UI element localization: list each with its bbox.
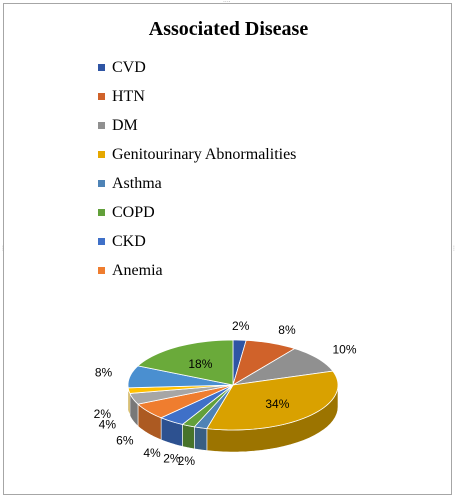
resize-handle-left[interactable]: ⋮ — [0, 245, 6, 252]
pie-percent-label: 4% — [143, 446, 161, 460]
pie-slice — [232, 339, 296, 386]
legend-label: CVD — [112, 59, 146, 76]
pie-percent-label: 18% — [188, 357, 212, 371]
pie-percent-label: 4% — [99, 418, 117, 432]
pie-percent-label: 2% — [94, 407, 112, 421]
pie-percent-label: 34% — [265, 397, 289, 411]
legend-label: Genitourinary Abnormalities — [112, 146, 297, 163]
resize-handle-top[interactable]: ···· — [223, 0, 231, 6]
pie-slice — [137, 339, 234, 386]
pie-percent-label: 8% — [95, 365, 113, 379]
legend-label: DM — [112, 117, 138, 134]
legend-swatch — [98, 209, 105, 216]
legend-label: Anemia — [112, 262, 163, 279]
legend-label: Asthma — [112, 175, 162, 192]
pie-slice-side — [182, 424, 195, 450]
pie-slice — [232, 348, 334, 386]
pie-percent-label: 10% — [333, 343, 357, 357]
legend-swatch — [98, 238, 105, 245]
legend-swatch — [98, 122, 105, 129]
legend-label: CKD — [112, 233, 146, 250]
legend-swatch — [98, 151, 105, 158]
pie-percent-label: 6% — [116, 434, 134, 448]
pie-slice — [206, 370, 339, 431]
pie-slice — [137, 384, 234, 419]
pie-slice — [129, 384, 234, 405]
pie-slice — [127, 365, 234, 389]
pie-percent-label: 2% — [232, 319, 250, 333]
pie-percent-label: 2% — [178, 454, 196, 468]
legend-swatch — [98, 93, 105, 100]
pie-percent-label: 8% — [278, 323, 296, 337]
legend-label: COPD — [112, 204, 155, 221]
pie-percent-label: 2% — [163, 452, 181, 466]
legend-label: HTN — [112, 88, 145, 105]
chart-title: Associated Disease — [148, 18, 309, 40]
resize-handle-right[interactable]: ⋮ — [451, 245, 457, 252]
legend-swatch — [98, 180, 105, 187]
legend-swatch — [98, 64, 105, 71]
pie-slice-side — [194, 426, 208, 451]
pie-slice — [160, 384, 234, 425]
legend-swatch — [98, 267, 105, 274]
